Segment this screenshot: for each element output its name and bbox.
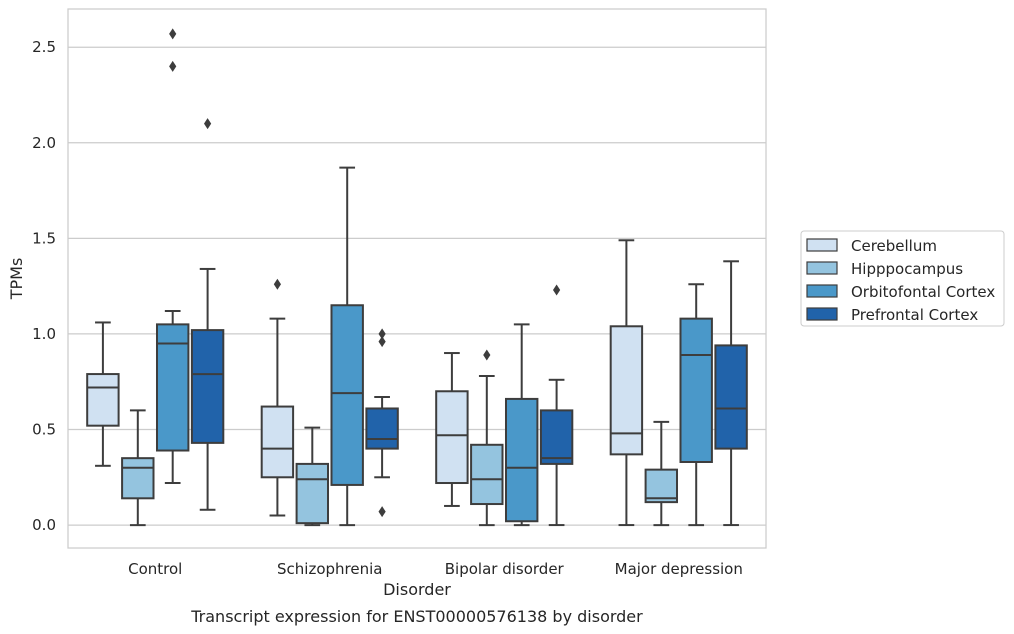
legend-swatch [806, 284, 838, 298]
x-tick-label: Schizophrenia [277, 560, 382, 578]
outlier-point [378, 336, 386, 348]
y-tick-label: 1.5 [32, 229, 56, 247]
box [435, 390, 469, 485]
box-group [435, 352, 469, 507]
x-tick-labels: Control Schizophrenia Bipolar disorder Majo… [128, 560, 743, 578]
legend-swatch [806, 238, 838, 252]
y-tick-label: 0.5 [32, 420, 56, 438]
legend-swatch [806, 261, 838, 275]
box [714, 344, 748, 450]
box [504, 397, 539, 523]
box-group [644, 420, 679, 527]
box [155, 323, 190, 452]
legend-frame [800, 230, 1005, 327]
outlier-point [169, 60, 177, 72]
x-tick-label: Control [128, 560, 182, 578]
y-tick-label: 1.0 [32, 325, 56, 343]
box-group [539, 284, 574, 527]
x-axis-label: Disorder [383, 580, 451, 599]
box-group [714, 260, 748, 527]
legend: Cerebellum Hipppocampus Orbitofontal Corte… [800, 230, 1005, 327]
box [539, 409, 574, 465]
box [295, 462, 330, 525]
box [679, 317, 713, 463]
box [330, 304, 364, 486]
y-tick-label: 2.5 [32, 38, 56, 56]
outlier-point [378, 506, 386, 518]
box [609, 325, 644, 456]
box-group [470, 349, 504, 527]
legend-label: Hipppocampus [851, 260, 963, 278]
boxes [86, 28, 748, 527]
box [470, 443, 504, 506]
box [121, 457, 155, 500]
outlier-point [204, 118, 212, 130]
box-group [330, 166, 364, 527]
x-tick-label: Major depression [615, 560, 743, 578]
box-group [295, 426, 330, 527]
box-group [121, 409, 155, 527]
chart-caption: Transcript expression for ENST0000057613… [190, 607, 643, 626]
legend-label: Cerebellum [851, 237, 937, 255]
outlier-point [169, 28, 177, 40]
outlier-point [378, 328, 386, 340]
box-group [155, 28, 190, 485]
box [86, 373, 120, 427]
legend-items: Cerebellum Hipppocampus Orbitofontal Corte… [806, 237, 995, 324]
box-group [86, 321, 120, 467]
y-axis-label: TPMs [7, 258, 26, 301]
box-group [504, 323, 539, 527]
outlier-point [483, 349, 491, 361]
box [644, 468, 679, 504]
outlier-point [273, 278, 281, 290]
box-group [260, 278, 295, 517]
box [190, 329, 225, 444]
box [365, 407, 399, 450]
legend-label: Prefrontal Cortex [851, 306, 978, 324]
y-tick-label: 0.0 [32, 516, 56, 534]
y-tick-label: 2.0 [32, 134, 56, 152]
box-group [609, 239, 644, 527]
legend-label: Orbitofontal Cortex [851, 283, 995, 301]
y-tick-labels: 0.0 0.5 1.0 1.5 2.0 2.5 [32, 38, 56, 534]
plot-area-frame [67, 8, 767, 549]
x-tick-label: Bipolar disorder [445, 560, 565, 578]
outlier-point [553, 284, 561, 296]
box-group [365, 328, 399, 518]
box-group [190, 118, 225, 511]
box-group [679, 283, 713, 527]
legend-swatch [806, 307, 838, 321]
box [260, 405, 295, 479]
